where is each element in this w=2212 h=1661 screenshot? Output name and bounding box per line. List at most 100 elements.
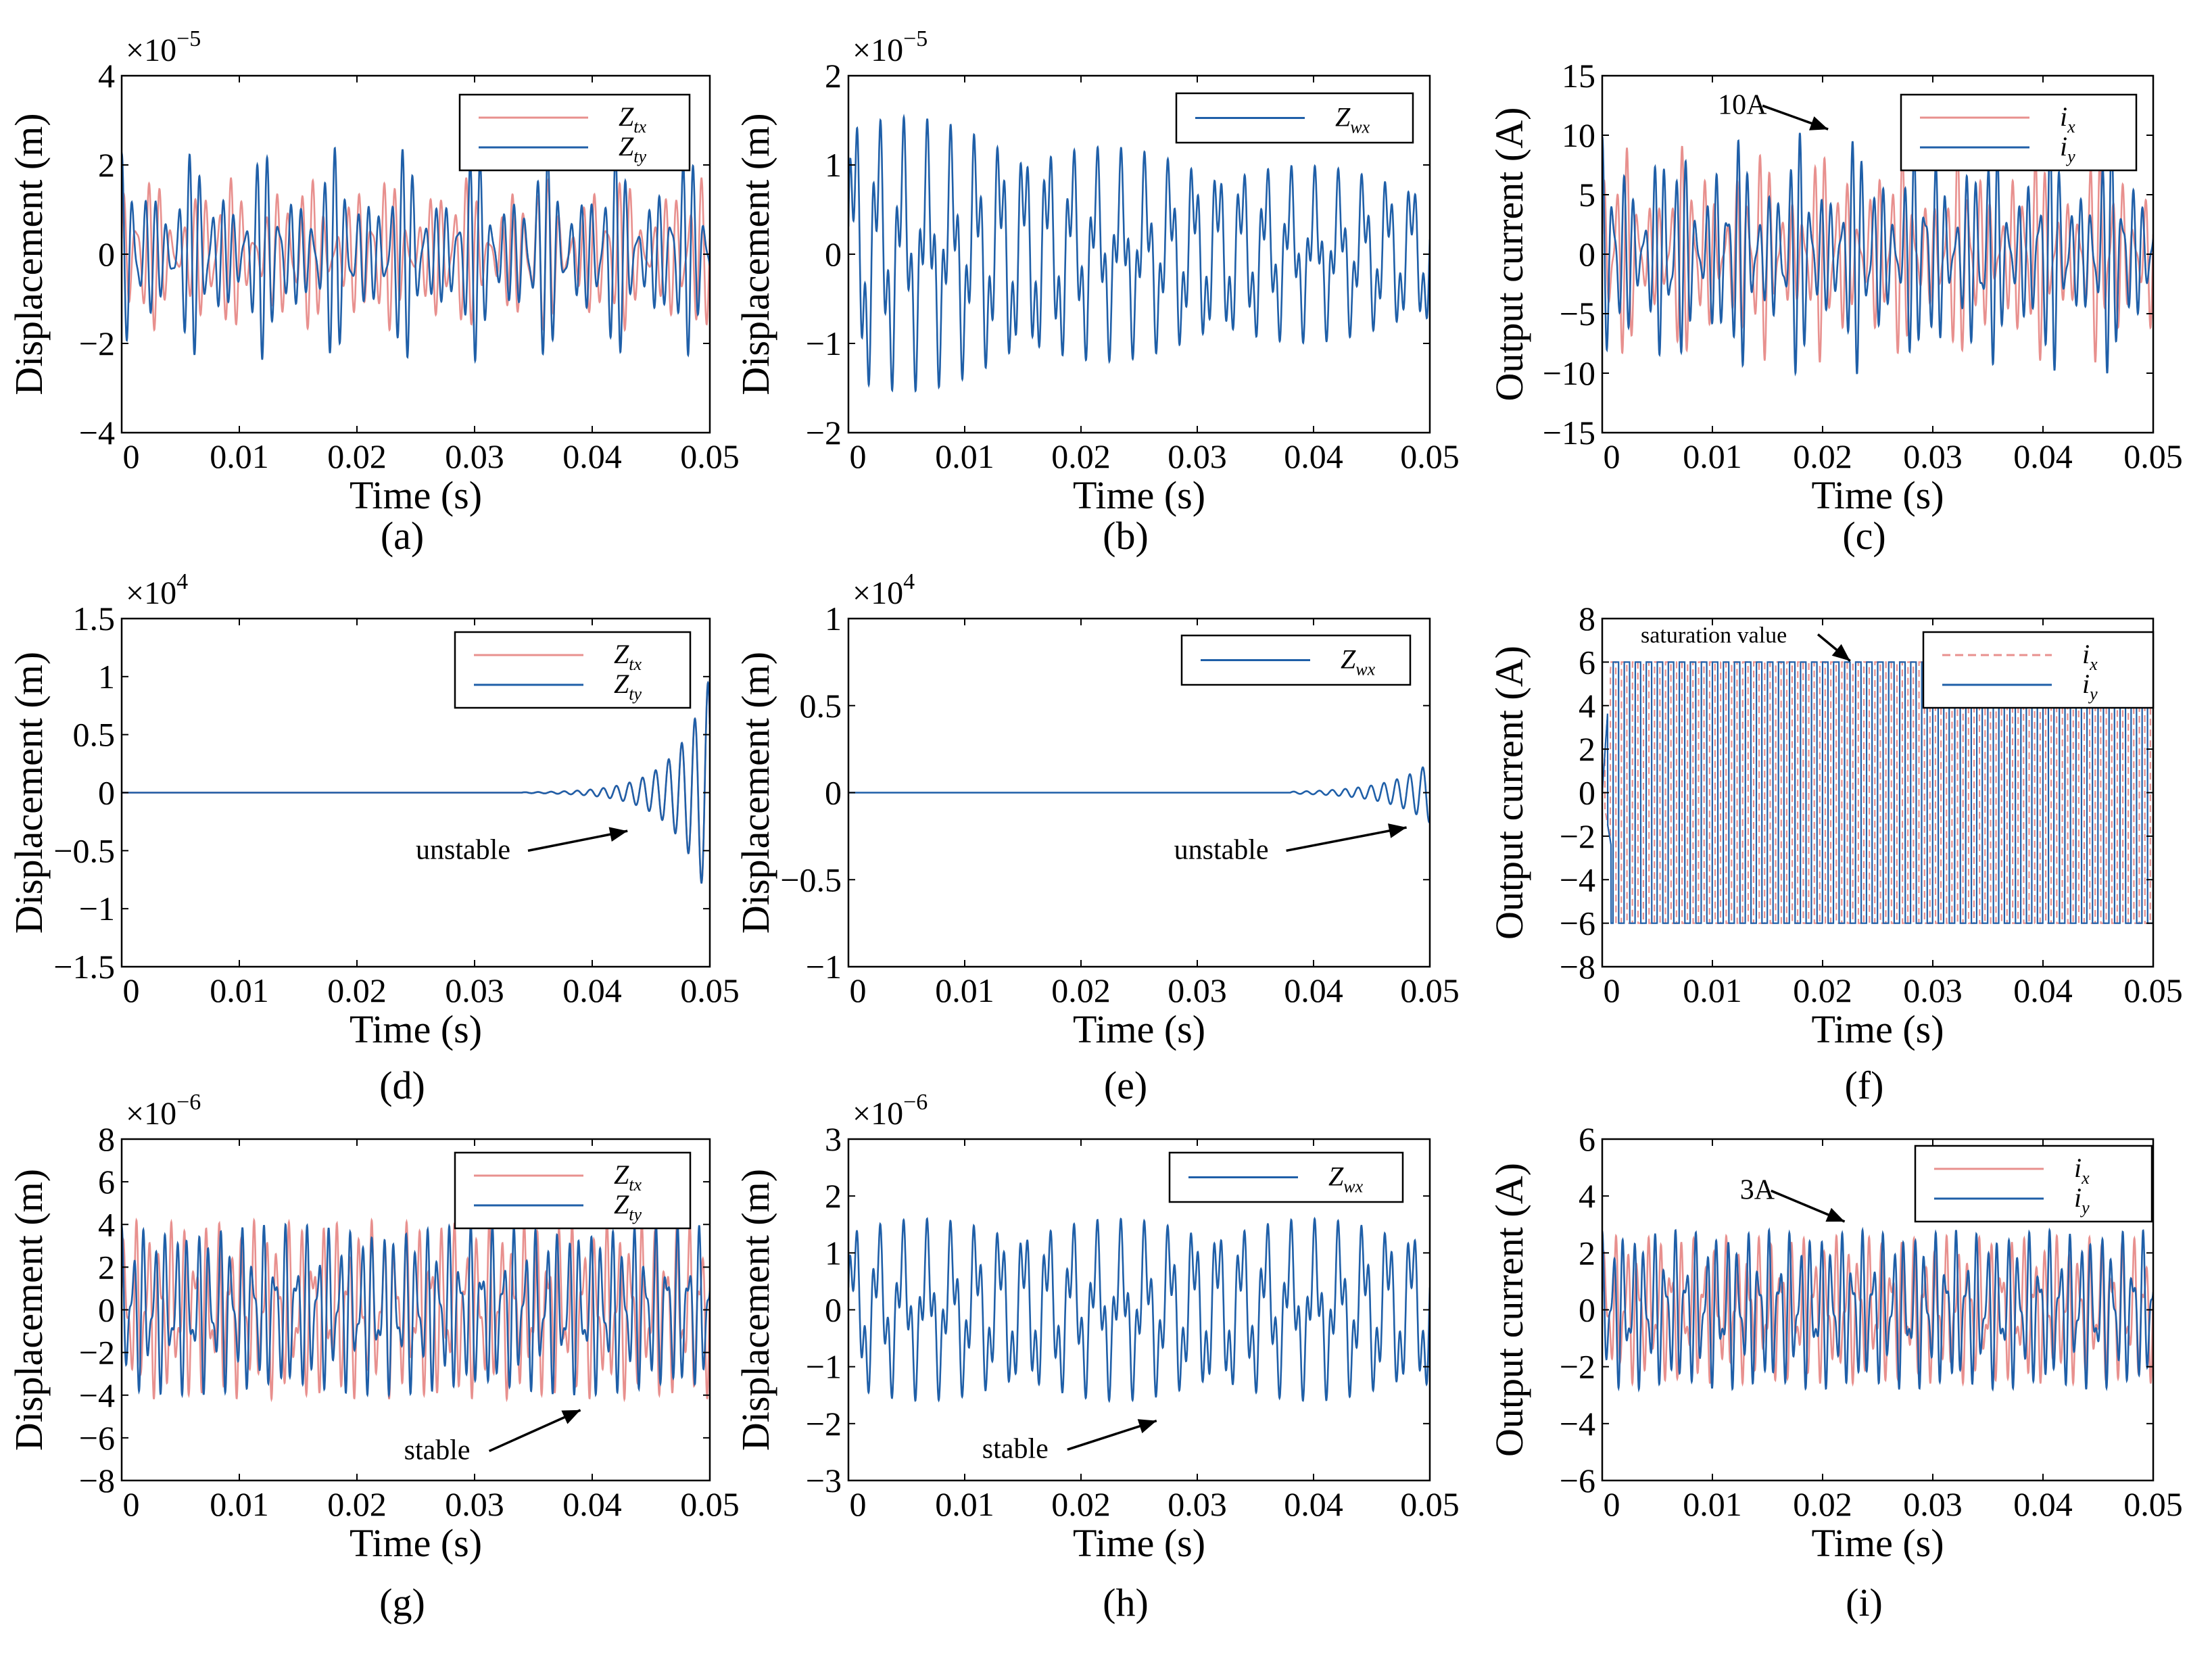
annotation: stable <box>404 1410 581 1466</box>
x-tick-label: 0.04 <box>562 1485 622 1523</box>
y-axis-label: Displacement (m) <box>734 1169 777 1451</box>
x-tick-label: 0 <box>1604 1485 1620 1523</box>
x-tick-label: 0.03 <box>445 971 504 1009</box>
y-tick-label: 0 <box>98 1291 115 1329</box>
x-tick-label: 0.03 <box>1903 1485 1963 1523</box>
x-tick-label: 0.05 <box>1400 437 1460 475</box>
y-tick-label: 0 <box>98 774 115 812</box>
annotation-label: unstable <box>1174 834 1269 865</box>
subfigure-caption: (b) <box>1103 514 1149 558</box>
x-tick-label: 0.05 <box>680 1485 740 1523</box>
x-tick-label: 0.01 <box>210 971 269 1009</box>
y-tick-label: 2 <box>1579 1234 1595 1272</box>
series-line-Z-wx <box>848 1219 1430 1401</box>
y-tick-label: −2 <box>806 414 842 452</box>
axis-multiplier: ×10−5 <box>852 26 928 68</box>
y-tick-label: 0 <box>825 235 842 273</box>
legend-box <box>1923 632 2153 708</box>
legend: ZtxZty <box>460 95 690 170</box>
series-line-Z-wx <box>848 767 1430 823</box>
x-tick-label: 0.02 <box>327 437 387 475</box>
y-tick-label: 0 <box>1579 235 1595 273</box>
y-axis-label: Displacement (m) <box>734 113 777 395</box>
y-tick-label: 8 <box>1579 600 1595 637</box>
annotation-label: saturation value <box>1641 623 1787 648</box>
subfigure-caption: (c) <box>1842 514 1885 558</box>
x-tick-label: 0.05 <box>2123 971 2183 1009</box>
subfigure-caption: (f) <box>1845 1063 1884 1107</box>
legend-box <box>1901 95 2136 170</box>
x-axis-label: Time (s) <box>350 1007 482 1051</box>
y-tick-label: 8 <box>98 1120 115 1158</box>
y-tick-label: −10 <box>1543 354 1595 392</box>
y-tick-label: 0 <box>1579 1291 1595 1329</box>
x-tick-label: 0.03 <box>1168 971 1227 1009</box>
y-tick-label: 6 <box>1579 643 1595 681</box>
subfigure-caption: (d) <box>379 1063 425 1107</box>
x-tick-label: 0.05 <box>1400 971 1460 1009</box>
axis-multiplier: ×104 <box>852 569 915 611</box>
x-tick-label: 0.01 <box>1683 1485 1742 1523</box>
annotation-label: unstable <box>416 834 510 865</box>
y-tick-label: 1 <box>825 1234 842 1272</box>
x-tick-label: 0.05 <box>2123 1485 2183 1523</box>
x-tick-label: 0 <box>1604 971 1620 1009</box>
y-tick-label: 6 <box>98 1163 115 1201</box>
x-tick-label: 0 <box>123 437 140 475</box>
y-tick-label: 4 <box>98 1205 115 1243</box>
annotation-arrowhead <box>1809 116 1828 130</box>
y-tick-label: 4 <box>98 57 115 95</box>
x-tick-label: 0.01 <box>210 437 269 475</box>
legend-box <box>455 1153 690 1228</box>
y-tick-label: 0 <box>1579 774 1595 812</box>
y-tick-label: −6 <box>79 1419 115 1457</box>
y-tick-label: −4 <box>79 1376 115 1414</box>
x-tick-label: 0.02 <box>1051 1485 1111 1523</box>
chart-i: 00.010.020.030.040.05−6−4−20246Time (s)O… <box>1487 1120 2183 1624</box>
figure: 00.010.020.030.040.05−4−2024×10−5Time (s… <box>0 0 2212 1661</box>
x-tick-label: 0.04 <box>2013 1485 2073 1523</box>
x-tick-label: 0.01 <box>210 1485 269 1523</box>
annotation: unstable <box>1174 823 1407 865</box>
annotation-arrowhead <box>1832 644 1850 661</box>
y-axis-label: Displacement (m) <box>7 1169 51 1451</box>
y-tick-label: −4 <box>1560 861 1595 898</box>
x-tick-label: 0.03 <box>445 437 504 475</box>
chart-c: 00.010.020.030.040.05−15−10−5051015Time … <box>1487 57 2183 558</box>
x-axis-label: Time (s) <box>1811 473 1944 517</box>
y-tick-label: −4 <box>79 414 115 452</box>
y-tick-label: 1 <box>98 658 115 696</box>
x-tick-label: 0.03 <box>1168 1485 1227 1523</box>
subfigure-caption: (a) <box>381 514 424 558</box>
axis-multiplier: ×10−6 <box>126 1090 201 1132</box>
annotation-label: 10A <box>1718 89 1767 120</box>
annotation: 10A <box>1718 89 1828 130</box>
chart-b: 00.010.020.030.040.05−2−1012×10−5Time (s… <box>734 26 1460 558</box>
y-tick-label: 0 <box>98 235 115 273</box>
x-tick-label: 0 <box>123 971 140 1009</box>
x-tick-label: 0.05 <box>1400 1485 1460 1523</box>
legend-box <box>455 632 690 708</box>
x-tick-label: 0.01 <box>935 437 994 475</box>
x-tick-label: 0 <box>123 1485 140 1523</box>
y-tick-label: 0 <box>825 1291 842 1329</box>
legend: ixiy <box>1923 632 2153 708</box>
annotation-arrowhead <box>609 827 628 842</box>
y-tick-label: 6 <box>1579 1120 1595 1158</box>
x-tick-label: 0 <box>850 437 867 475</box>
y-tick-label: 1.5 <box>73 600 116 637</box>
y-axis-label: Displacement (m) <box>734 652 777 934</box>
x-tick-label: 0.04 <box>562 971 622 1009</box>
y-tick-label: 2 <box>98 1248 115 1286</box>
subfigure-caption: (e) <box>1104 1063 1147 1107</box>
annotation-arrowhead <box>1388 823 1407 838</box>
y-tick-label: −0.5 <box>53 832 115 869</box>
x-tick-label: 0 <box>850 971 867 1009</box>
y-tick-label: 4 <box>1579 1177 1595 1215</box>
y-tick-label: −0.5 <box>780 861 842 898</box>
annotation-label: 3A <box>1740 1174 1775 1205</box>
y-axis-label: Output current (A) <box>1487 646 1531 940</box>
x-tick-label: 0.03 <box>1903 971 1963 1009</box>
x-axis-label: Time (s) <box>1073 1007 1205 1051</box>
y-tick-label: 2 <box>825 57 842 95</box>
